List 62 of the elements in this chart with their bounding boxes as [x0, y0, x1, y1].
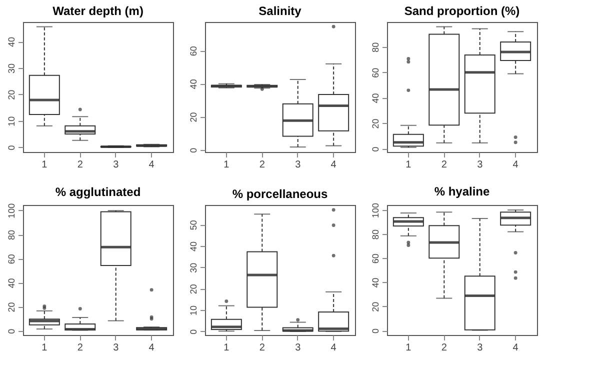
x-tick-label: 4	[148, 342, 155, 354]
x-tick-label: 4	[148, 160, 155, 170]
chart-title: Salinity	[258, 4, 302, 18]
y-tick-label: 50	[188, 220, 198, 230]
y-tick-label: 20	[370, 118, 380, 129]
y-tick-label: 0	[6, 145, 16, 150]
y-tick-label: 40	[188, 79, 198, 90]
x-tick-label: 3	[477, 342, 484, 354]
y-tick-label: 0	[6, 328, 16, 334]
chart-title: Water depth (m)	[52, 4, 144, 18]
x-tick-label: 1	[406, 160, 412, 170]
x-tick-label: 4	[330, 342, 337, 354]
y-tick-label: 100	[370, 202, 380, 218]
y-tick-label: 40	[370, 93, 380, 104]
chart-title: % agglutinated	[55, 184, 141, 199]
x-tick-label: 1	[42, 160, 48, 170]
y-tick-label: 40	[188, 241, 198, 252]
x-tick-label: 4	[512, 342, 519, 354]
x-tick-label: 2	[259, 160, 266, 170]
x-tick-label: 3	[295, 160, 302, 170]
chart-title: % porcellaneous	[232, 187, 328, 201]
y-tick-label: 20	[6, 302, 16, 312]
y-tick-label: 40	[370, 278, 380, 288]
x-tick-label: 2	[259, 342, 266, 354]
x-tick-label: 3	[113, 342, 120, 354]
x-tick-label: 4	[330, 160, 337, 170]
x-tick-label: 3	[295, 342, 302, 354]
y-tick-label: 30	[188, 262, 198, 273]
chart-title: Sand proportion (%)	[404, 4, 520, 18]
x-tick-label: 1	[406, 342, 412, 354]
y-tick-label: 10	[188, 306, 198, 316]
y-tick-label: 80	[370, 42, 380, 52]
y-tick-label: 30	[6, 63, 16, 74]
y-tick-label: 0	[370, 146, 380, 152]
y-tick-label: 60	[6, 254, 16, 264]
y-tick-label: 20	[188, 284, 198, 294]
y-tick-label: 0	[188, 329, 198, 334]
y-tick-label: 20	[188, 112, 198, 122]
x-tick-label: 1	[224, 160, 230, 170]
y-tick-label: 40	[6, 37, 16, 48]
x-tick-label: 2	[77, 342, 84, 354]
x-tick-label: 4	[512, 160, 519, 170]
x-tick-label: 3	[477, 160, 484, 170]
y-tick-label: 100	[6, 203, 16, 218]
x-tick-label: 1	[42, 342, 48, 354]
y-tick-label: 60	[370, 254, 380, 264]
y-tick-label: 20	[6, 90, 16, 100]
y-tick-label: 0	[370, 328, 380, 334]
y-tick-label: 10	[6, 116, 16, 126]
y-tick-label: 20	[370, 302, 380, 312]
y-tick-label: 80	[6, 230, 16, 240]
y-tick-label: 60	[188, 46, 198, 56]
chart-title: % hyaline	[434, 184, 490, 198]
x-tick-label: 2	[441, 160, 448, 170]
y-tick-label: 60	[370, 68, 380, 78]
y-tick-label: 40	[6, 278, 16, 288]
y-tick-label: 80	[370, 230, 380, 240]
x-tick-label: 3	[113, 160, 120, 170]
x-tick-label: 1	[224, 342, 230, 354]
x-tick-label: 2	[441, 342, 448, 354]
y-tick-label: 0	[188, 148, 198, 153]
x-tick-label: 2	[77, 160, 84, 170]
